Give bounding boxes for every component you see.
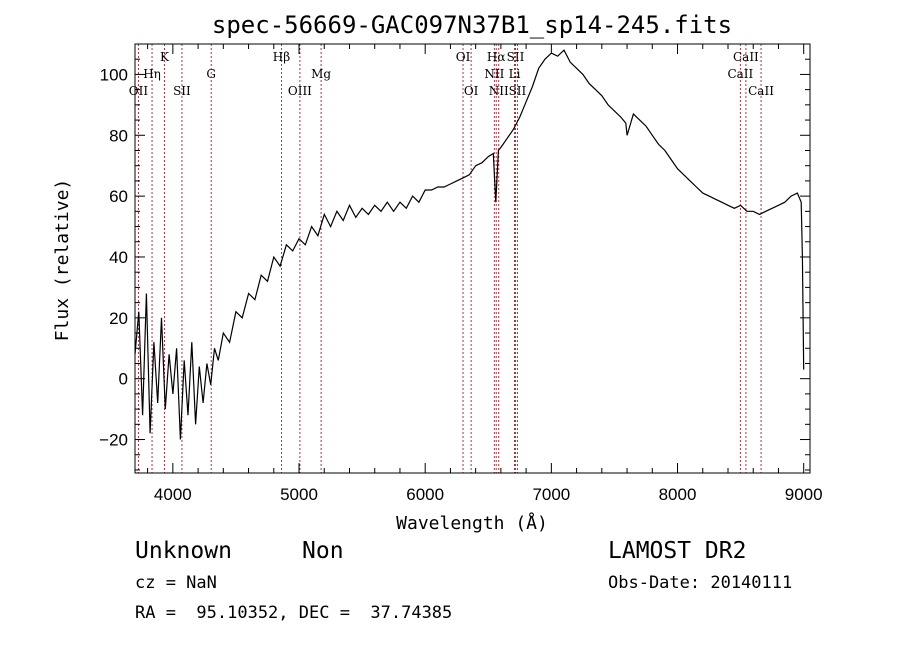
line-marker-label: CaII — [727, 67, 753, 81]
y-tick-label: 100 — [100, 65, 128, 84]
x-tick-label: 5000 — [280, 485, 318, 504]
line-marker-label: OI — [464, 84, 479, 98]
line-marker-label: Mg — [311, 67, 331, 81]
line-marker-label: OIII — [288, 84, 312, 98]
line-markers — [137, 44, 762, 473]
x-axis: 4000 5000 6000 7000 8000 9000 — [147, 44, 823, 504]
redshift-value: cz = NaN — [135, 573, 217, 593]
y-tick-label: 0 — [119, 370, 128, 389]
line-marker-label: CaII — [748, 84, 774, 98]
line-marker-label: SII — [509, 84, 527, 98]
line-marker-label: Hη — [143, 67, 161, 81]
x-tick-label: 9000 — [785, 485, 823, 504]
line-marker-label: K — [160, 50, 170, 64]
x-tick-label: 4000 — [154, 485, 192, 504]
line-marker-label: Hβ — [273, 50, 290, 64]
x-tick-label: 6000 — [406, 485, 444, 504]
line-marker-labels: OIIHηKSIIGHβOIIIMgOIOIHαNIINIISIILiSIICa… — [129, 50, 774, 98]
line-marker-label: CaII — [733, 50, 759, 64]
line-marker-label: OII — [129, 84, 149, 98]
y-tick-label: −20 — [99, 431, 128, 450]
survey-name: LAMOST DR2 — [608, 538, 747, 564]
spectrum-line — [134, 49, 805, 440]
object-subclass: Non — [302, 538, 344, 564]
object-class: Unknown — [135, 538, 232, 564]
line-marker-label: SII — [173, 84, 191, 98]
line-marker-label: NII — [489, 84, 509, 98]
sky-coordinates: RA = 95.10352, DEC = 37.74385 — [135, 603, 453, 623]
line-marker-label: OI — [456, 50, 471, 64]
x-tick-label: 8000 — [659, 485, 697, 504]
y-tick-label: 60 — [109, 187, 128, 206]
observation-date: Obs-Date: 20140111 — [608, 573, 793, 593]
plot-frame — [134, 43, 811, 474]
line-marker-label: Hα — [487, 50, 506, 64]
line-marker-label: NII — [484, 67, 504, 81]
chart-title: spec-56669-GAC097N37B1_sp14-245.fits — [212, 11, 732, 39]
y-tick-label: 20 — [109, 309, 128, 328]
x-axis-label: Wavelength (Å) — [396, 512, 548, 534]
y-axis: −20 0 20 40 60 80 100 — [99, 43, 810, 471]
line-marker-label: Li — [509, 67, 521, 81]
x-tick-label: 7000 — [532, 485, 570, 504]
y-tick-label: 80 — [109, 126, 128, 145]
line-marker-label: G — [206, 67, 216, 81]
y-axis-label: Flux (relative) — [52, 179, 73, 342]
y-tick-label: 40 — [109, 248, 128, 267]
line-marker-label: SII — [507, 50, 525, 64]
